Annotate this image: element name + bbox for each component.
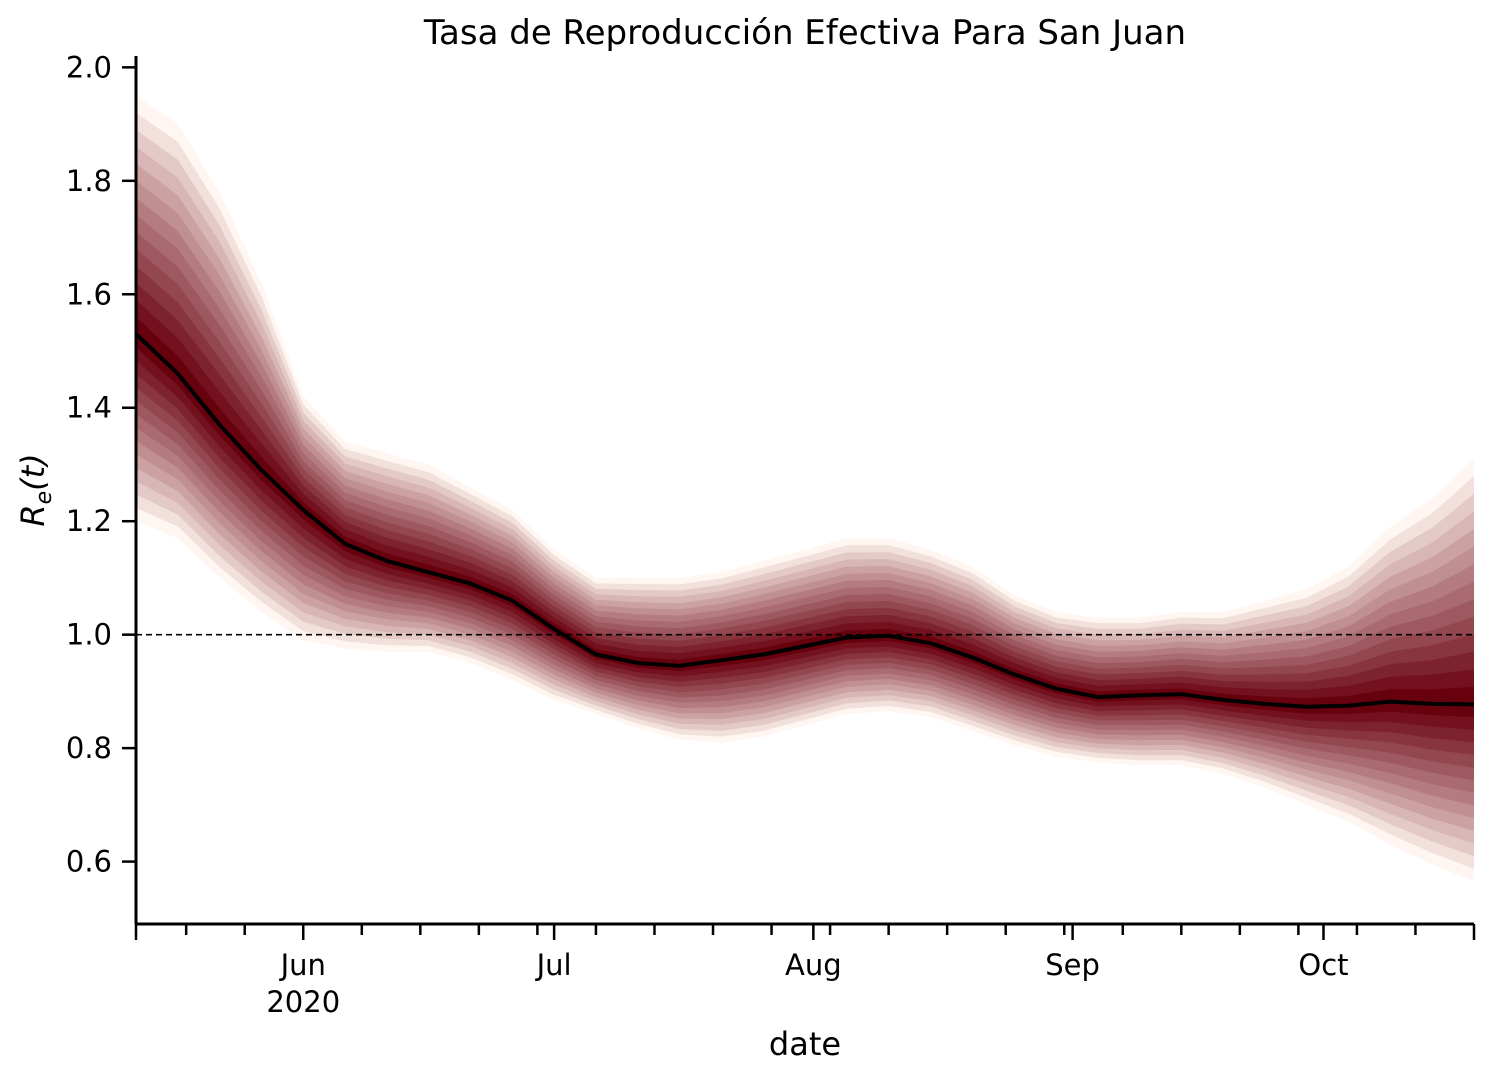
x-tick-label: Oct — [1298, 948, 1348, 982]
y-tick-label: 2.0 — [66, 50, 112, 84]
y-tick-label: 1.8 — [66, 164, 112, 198]
median-line — [134, 332, 1475, 709]
x-tick-label: Aug — [785, 948, 842, 982]
y-axis-label-base: R — [14, 504, 52, 526]
y-axis-label-sub: e — [32, 491, 57, 505]
chart-title: Tasa de Reproducción Efectiva Para San J… — [423, 13, 1186, 53]
y-tick-label: 1.0 — [66, 618, 112, 652]
y-tick-label: 1.2 — [66, 504, 112, 538]
x-tick-label: Jul — [535, 948, 572, 982]
y-axis-label-arg: (t) — [14, 453, 52, 491]
y-tick-label: 0.8 — [66, 731, 112, 765]
y-tick-label: 1.6 — [66, 277, 112, 311]
x-axis-label: date — [769, 1025, 841, 1063]
y-tick-label: 0.6 — [66, 845, 112, 879]
band-level-6 — [136, 197, 1474, 806]
y-axis-label: Re(t) — [14, 453, 57, 526]
y-tick-label: 1.4 — [66, 391, 112, 425]
credible-bands — [136, 95, 1474, 882]
y-ticks: 0.6 0.8 1.0 1.2 1.4 1.6 1.8 2.0 — [66, 50, 136, 879]
x-tick-year-label: 2020 — [266, 985, 340, 1019]
x-tick-label: Jun — [279, 948, 326, 982]
x-tick-label: Sep — [1045, 948, 1100, 982]
